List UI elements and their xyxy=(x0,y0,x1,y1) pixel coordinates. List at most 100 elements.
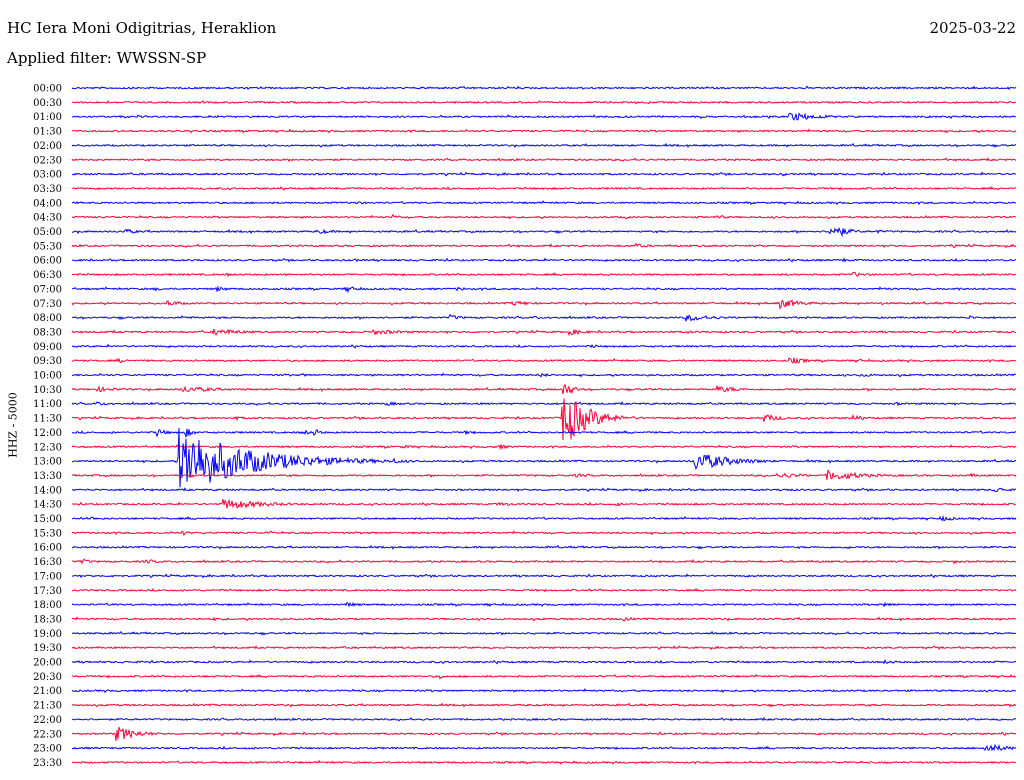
time-label: 11:00 xyxy=(33,399,62,410)
trace-row xyxy=(71,112,1017,121)
trace-row xyxy=(71,186,1017,191)
trace-row xyxy=(71,558,1017,565)
trace-row xyxy=(71,401,1017,407)
trace-row xyxy=(71,726,1017,741)
trace-row xyxy=(71,85,1017,91)
time-label: 12:30 xyxy=(33,442,62,453)
trace-row xyxy=(71,157,1017,163)
time-label: 17:30 xyxy=(33,586,62,597)
trace-row xyxy=(71,498,1017,509)
trace-row xyxy=(71,487,1017,493)
time-label: 11:30 xyxy=(33,414,62,425)
time-label: 10:30 xyxy=(33,385,62,396)
time-label: 01:00 xyxy=(33,112,62,123)
time-label: 21:30 xyxy=(33,701,62,712)
trace-row xyxy=(71,328,1017,337)
time-label: 02:30 xyxy=(33,155,62,166)
trace-row xyxy=(71,427,1017,488)
time-label: 22:00 xyxy=(33,715,62,726)
time-label: 08:30 xyxy=(33,327,62,338)
trace-row xyxy=(71,673,1017,680)
trace-row xyxy=(71,271,1017,278)
time-label: 18:30 xyxy=(33,614,62,625)
time-label: 04:30 xyxy=(33,213,62,224)
trace-row xyxy=(71,343,1017,349)
time-label: 23:00 xyxy=(33,744,62,755)
trace-row xyxy=(71,759,1017,765)
trace-row xyxy=(71,428,1017,438)
trace-row xyxy=(71,128,1017,134)
trace-row xyxy=(71,702,1016,708)
helicorder-traces xyxy=(71,85,1017,765)
time-label: 15:30 xyxy=(33,528,62,539)
trace-row xyxy=(71,688,1017,694)
trace-row xyxy=(72,226,1017,238)
time-label: 00:30 xyxy=(33,98,62,109)
trace-row xyxy=(71,142,1016,149)
trace-row xyxy=(71,469,1017,480)
time-label: 12:00 xyxy=(33,428,62,439)
time-label: 08:00 xyxy=(33,313,62,324)
time-label: 07:30 xyxy=(33,299,62,310)
time-label: 14:30 xyxy=(33,500,62,511)
time-label: 06:00 xyxy=(33,256,62,267)
trace-row xyxy=(71,716,1017,722)
trace-row xyxy=(72,616,1017,622)
trace-row xyxy=(71,299,1017,310)
time-label: 09:00 xyxy=(33,342,62,353)
time-label: 19:00 xyxy=(33,629,62,640)
time-label: 20:30 xyxy=(33,672,62,683)
trace-row xyxy=(71,743,1017,752)
trace-row xyxy=(71,200,1017,206)
time-label: 18:00 xyxy=(33,600,62,611)
filter-label: Applied filter: WWSSN-SP xyxy=(7,49,207,67)
time-label: 00:00 xyxy=(33,84,62,95)
trace-row xyxy=(71,285,1017,294)
time-label: 06:30 xyxy=(33,270,62,281)
time-label: 05:00 xyxy=(33,227,62,238)
time-labels: 00:00 00:30 01:00 01:30 02:00 02:30 03:00 03:30… xyxy=(33,84,62,769)
trace-row xyxy=(71,544,1017,550)
trace-row xyxy=(71,257,1017,263)
time-label: 01:30 xyxy=(33,127,62,138)
time-label: 22:30 xyxy=(33,729,62,740)
time-label: 16:30 xyxy=(33,557,62,568)
time-label: 10:00 xyxy=(33,371,62,382)
trace-row xyxy=(71,398,1017,441)
station-title: HC Iera Moni Odigitrias, Heraklion xyxy=(7,19,277,37)
time-label: 17:00 xyxy=(33,571,62,582)
time-label: 13:00 xyxy=(33,457,62,468)
time-label: 14:00 xyxy=(33,485,62,496)
time-label: 04:00 xyxy=(33,198,62,209)
trace-row xyxy=(71,514,1017,522)
trace-row xyxy=(71,443,1017,451)
time-label: 07:00 xyxy=(33,284,62,295)
trace-row xyxy=(71,645,1017,651)
time-label: 05:30 xyxy=(33,241,62,252)
time-label: 03:30 xyxy=(33,184,62,195)
time-label: 16:00 xyxy=(33,543,62,554)
time-label: 03:00 xyxy=(33,170,62,181)
trace-row xyxy=(71,100,1017,105)
trace-row xyxy=(71,601,1017,608)
trace-row xyxy=(71,383,1017,395)
trace-row xyxy=(71,171,1017,177)
trace-row xyxy=(71,213,1017,220)
time-label: 13:30 xyxy=(33,471,62,482)
time-label: 09:30 xyxy=(33,356,62,367)
trace-row xyxy=(71,530,1017,537)
trace-row xyxy=(71,587,1017,593)
time-label: 15:00 xyxy=(33,514,62,525)
time-label: 02:00 xyxy=(33,141,62,152)
trace-row xyxy=(71,357,1017,364)
time-label: 20:00 xyxy=(33,658,62,669)
trace-row xyxy=(72,573,1017,579)
time-label: 19:30 xyxy=(33,643,62,654)
trace-row xyxy=(71,372,1016,378)
time-label: 21:00 xyxy=(33,686,62,697)
trace-row xyxy=(71,313,1017,322)
trace-row xyxy=(71,630,1017,636)
trace-row xyxy=(71,242,1017,249)
trace-row xyxy=(71,659,1017,665)
